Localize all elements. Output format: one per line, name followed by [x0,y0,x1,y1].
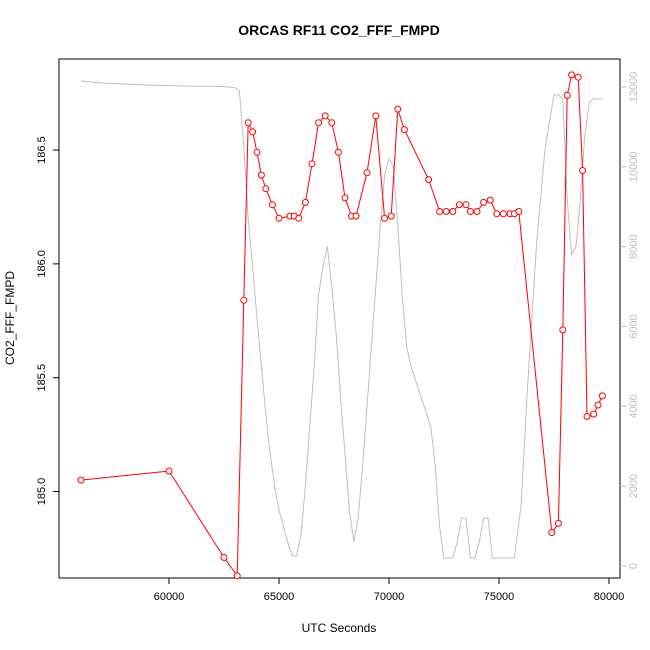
co2-point [559,326,567,334]
co2-point [394,105,402,113]
co2-point [486,196,494,204]
co2-point [372,112,380,120]
y2-tick-label: 10000 [628,151,640,182]
x-tick-label: 70000 [374,591,405,603]
co2-point [436,208,444,215]
co2-point [77,476,85,484]
y-tick-label: 186.0 [36,250,48,278]
y2-tick-label: 8000 [628,234,640,258]
altitude-series [80,80,603,559]
co2-point [220,554,228,561]
y-tick-label: 185.5 [36,364,48,392]
co2-point [554,519,562,527]
y2-tick-label: 2000 [628,474,640,498]
co2-point [321,112,329,120]
altitude-line [80,80,603,559]
co2-series [77,71,606,580]
co2-point [249,128,257,136]
co2-point [473,208,481,215]
co2-point [233,572,241,580]
y2-tick-label: 4000 [628,394,640,418]
co2-point [328,119,336,127]
co2-point [574,73,582,81]
co2-point [594,401,602,409]
x-axis-label: UTC Seconds [302,621,377,635]
y-axis-label: CO2_FFF_FMPD [3,271,17,365]
y2-tick-label: 12000 [628,72,640,103]
co2-point [590,410,598,418]
co2-point [381,214,389,222]
co2-point [493,210,501,218]
chart-title: ORCAS RF11 CO2_FFF_FMPD [238,22,439,38]
co2-point [425,176,433,184]
y2-tick-label: 6000 [628,314,640,338]
co2-point [387,212,395,220]
x-tick-label: 65000 [264,591,295,603]
co2-point [308,160,316,168]
co2-point [240,296,248,304]
y-tick-label: 186.5 [36,136,48,164]
y-tick-label: 185.0 [36,478,48,506]
co2-point [466,208,474,215]
co2-point [455,201,463,209]
plot-area-border [58,58,621,579]
co2-point [563,91,571,99]
co2-point [480,198,488,206]
co2-point [442,208,450,215]
co2-point [598,392,606,400]
co2-point [352,212,360,220]
x-tick-label: 80000 [594,591,625,603]
x-axis: 60000 65000 70000 75000 80000 [154,578,625,603]
x-tick-label: 60000 [154,591,185,603]
co2-point [262,185,270,193]
co2-point [257,171,265,179]
co2-point [579,167,587,174]
co2-point [583,412,591,420]
x-tick-label: 75000 [484,591,515,603]
co2-point [499,210,507,218]
co2-point [165,467,173,475]
co2-point [400,126,408,134]
co2-point [275,214,283,222]
co2-point [244,119,252,127]
co2-point [253,148,261,156]
y2-tick-label: 0 [628,563,640,569]
co2-point [268,201,276,209]
y-axis-right: 0 2000 4000 6000 8000 10000 12000 [620,72,640,569]
co2-point [341,194,349,202]
co2-point [334,148,342,156]
co2-point [449,208,457,215]
co2-point [548,529,556,536]
co2-point [462,201,470,209]
co2-point [315,119,323,127]
co2-point [295,214,303,222]
co2-point [515,208,523,215]
y-axis-left: 185.0 185.5 186.0 186.5 [36,136,59,505]
co2-point [568,71,576,79]
co2-point [301,198,309,206]
co2-point [363,169,371,177]
